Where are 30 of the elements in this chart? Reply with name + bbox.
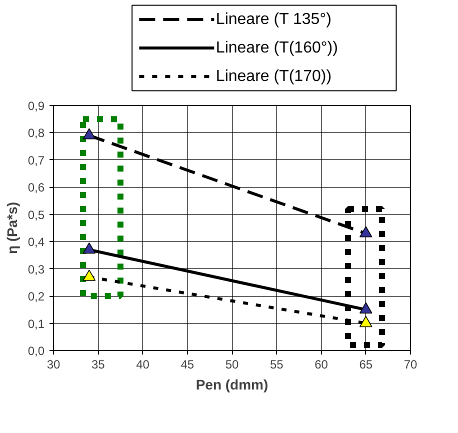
x-tick-label: 65 <box>359 358 373 372</box>
legend-label: Lineare (T 135°) <box>216 11 332 28</box>
x-tick-label: 30 <box>46 358 60 372</box>
point <box>82 270 96 281</box>
y-tick-label: 0,6 <box>28 180 45 195</box>
y-tick-label: 0,2 <box>28 290 45 304</box>
y-axis-title: η (Pa*s) <box>4 202 20 254</box>
y-tick-label: 0,8 <box>28 126 45 140</box>
x-tick-label: 35 <box>91 358 106 372</box>
x-tick-label: 60 <box>314 358 328 372</box>
y-tick-label: 0,7 <box>28 153 45 168</box>
x-tick-label: 40 <box>136 358 150 372</box>
y-tick-label: 0,3 <box>28 262 45 276</box>
y-tick-label: 0,4 <box>28 235 45 250</box>
legend-label: Lineare (T(170)) <box>216 68 332 85</box>
x-tick-label: 70 <box>404 358 418 372</box>
point <box>359 226 372 238</box>
point <box>359 316 372 328</box>
point <box>82 242 96 254</box>
point <box>82 128 96 140</box>
x-tick-label: 55 <box>270 358 284 372</box>
y-tick-label: 0,1 <box>28 316 45 331</box>
x-tick-label: 50 <box>225 358 239 372</box>
x-axis-title: Pen (dmm) <box>196 376 268 392</box>
y-tick-label: 0,9 <box>28 99 45 113</box>
y-tick-label: 0,5 <box>28 208 45 222</box>
point <box>359 302 372 314</box>
y-tick-label: 0,0 <box>28 344 45 358</box>
x-tick-label: 45 <box>180 358 194 372</box>
legend-label: Lineare (T(160°)) <box>216 40 338 56</box>
